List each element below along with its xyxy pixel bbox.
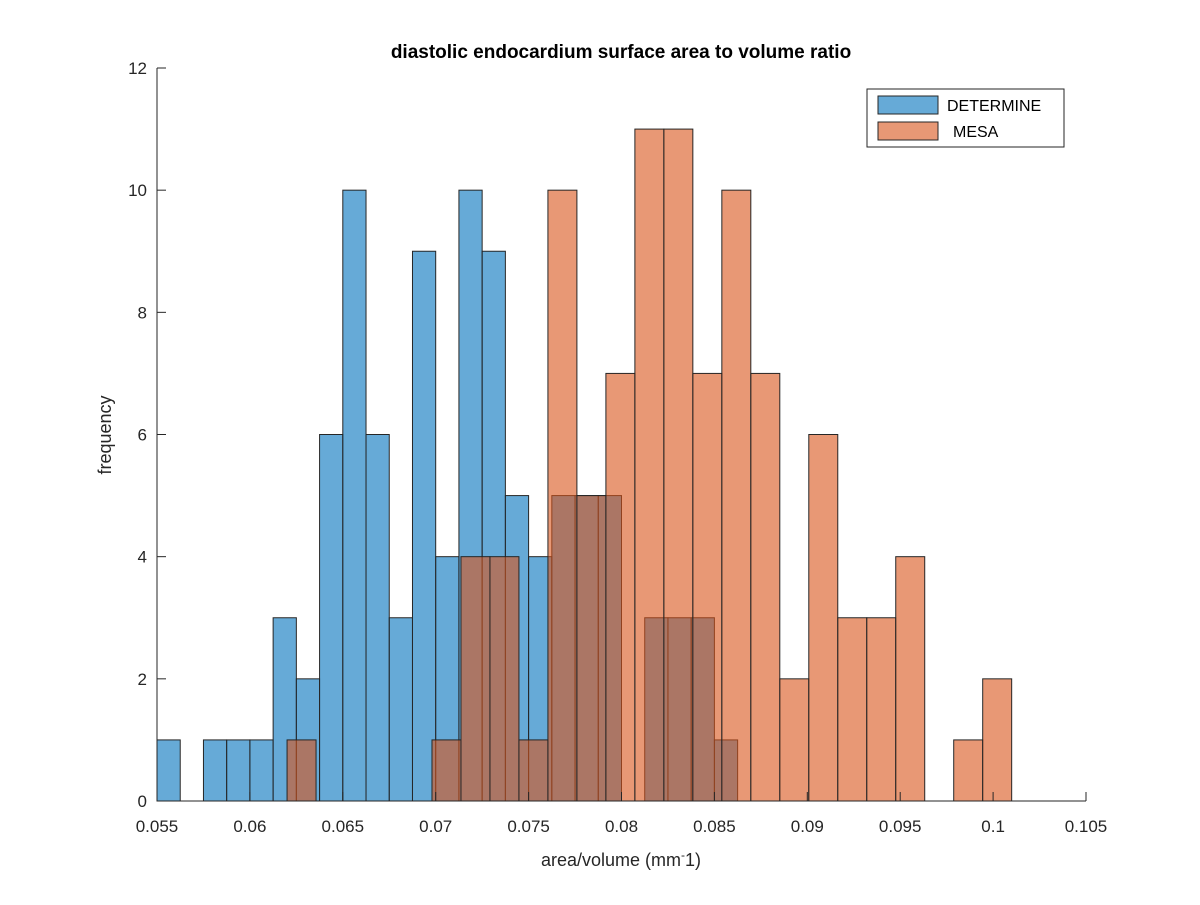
bar-mesa-8 (518, 739, 549, 802)
x-tick-label-8: 0.095 (879, 817, 922, 836)
bar-mesa-23 (953, 739, 984, 802)
bar-determine-10 (388, 617, 413, 802)
bar-mesa-16 (750, 372, 781, 802)
bar-determine-11 (411, 250, 437, 802)
x-tick-label-2: 0.065 (322, 817, 365, 836)
y-tick-label-6: 12 (128, 59, 147, 78)
bar-mesa-9 (547, 189, 578, 802)
bar-determine-3 (226, 739, 251, 802)
bar-determine-0 (156, 739, 181, 802)
x-tick-label-3: 0.07 (419, 817, 452, 836)
x-axis-label-sup: - (681, 848, 685, 862)
x-tick-label-4: 0.075 (507, 817, 550, 836)
y-tick-label-3: 6 (138, 426, 147, 445)
y-tick-label-0: 0 (138, 792, 147, 811)
x-axis-label-tail: 1) (685, 850, 701, 870)
x-tick-label-0: 0.055 (136, 817, 179, 836)
bar-mesa-21 (895, 556, 926, 802)
legend: DETERMINE MESA (866, 88, 1065, 148)
bar-mesa-24 (982, 678, 1013, 802)
x-tick-label-9: 0.1 (981, 817, 1005, 836)
bar-determine-7 (319, 434, 344, 802)
bar-determine-2 (202, 739, 228, 802)
y-tick-label-4: 8 (138, 303, 147, 322)
bar-determine-9 (365, 434, 390, 802)
y-tick-label-5: 10 (128, 181, 147, 200)
x-axis-label: area/volume (mm-1) (541, 848, 701, 870)
bar-mesa-5 (431, 739, 462, 802)
bar-mesa-11 (605, 372, 636, 802)
bar-mesa-20 (866, 617, 897, 802)
bar-mesa-19 (837, 617, 868, 802)
bar-determine-4 (249, 739, 274, 802)
bar-mesa-7 (489, 556, 520, 802)
bar-mesa-13 (663, 128, 694, 802)
bar-determine-8 (342, 189, 367, 802)
bar-mesa-17 (779, 678, 810, 802)
x-tick-label-6: 0.085 (693, 817, 736, 836)
x-tick-label-5: 0.08 (605, 817, 638, 836)
bar-mesa-10 (576, 495, 607, 802)
ticks-layer: 0.055 0.06 0.065 0.07 0.075 0.08 0.085 0.09 0.09… (128, 59, 1107, 836)
legend-label-mesa: MESA (953, 124, 999, 141)
x-axis-label-main: area/volume (mm (541, 850, 681, 870)
x-tick-label-1: 0.06 (233, 817, 266, 836)
bar-mesa-15 (721, 189, 752, 802)
legend-label-determine: DETERMINE (947, 98, 1041, 115)
bar-mesa-12 (634, 128, 665, 802)
bar-mesa-14 (692, 372, 723, 802)
bar-mesa-18 (808, 434, 839, 802)
legend-swatch-mesa (877, 121, 939, 141)
bars-layer (156, 128, 1013, 802)
chart-title: diastolic endocardium surface area to vo… (391, 42, 851, 63)
legend-swatch-determine (877, 95, 939, 115)
x-tick-label-10: 0.105 (1065, 817, 1108, 836)
bar-mesa-0 (286, 739, 317, 802)
y-tick-label-2: 4 (138, 548, 147, 567)
y-axis-label: frequency (95, 395, 115, 474)
y-tick-label-1: 2 (138, 670, 147, 689)
x-tick-label-7: 0.09 (791, 817, 824, 836)
series-mesa (286, 128, 1013, 802)
bar-mesa-6 (460, 556, 491, 802)
